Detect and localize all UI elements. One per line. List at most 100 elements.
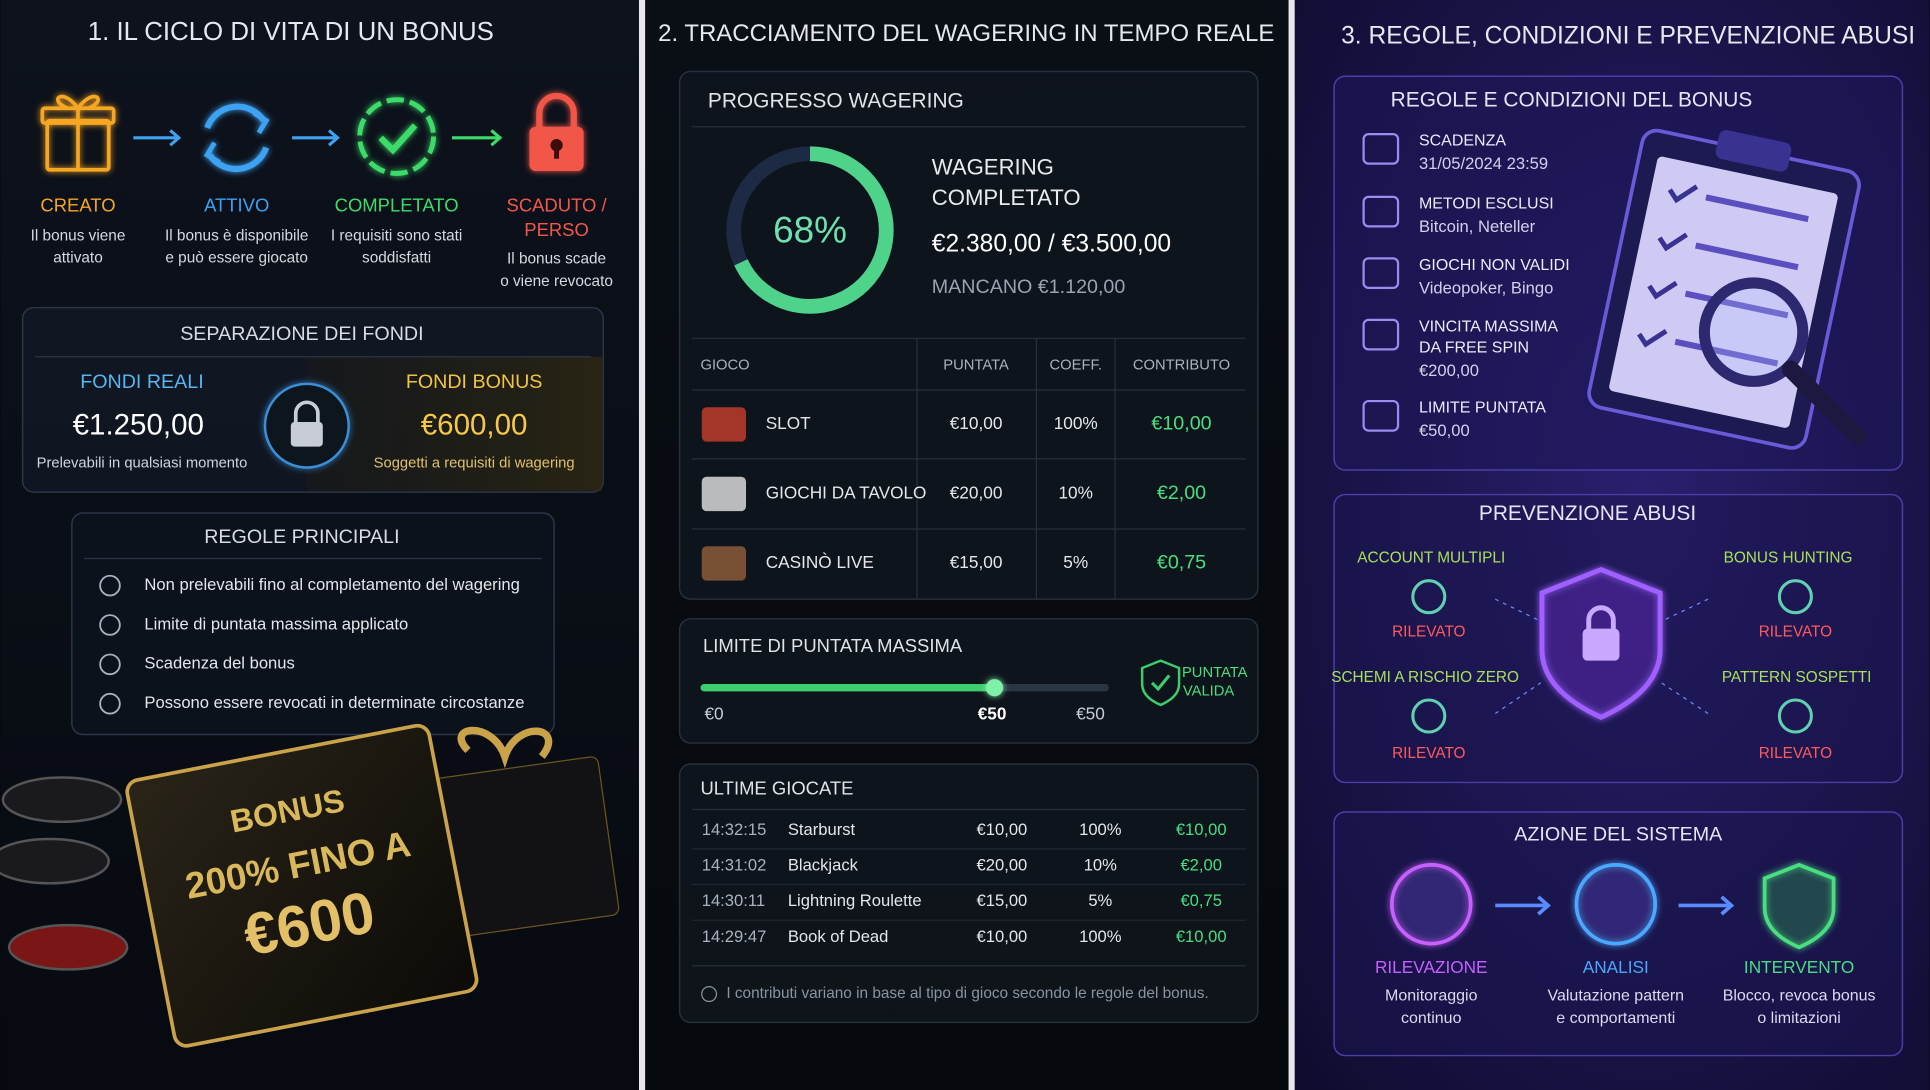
cond-value: €200,00 [1419, 361, 1479, 380]
table-header: COEFF. [1049, 357, 1101, 373]
step-icon [1574, 863, 1658, 946]
icon-cycle [203, 103, 270, 173]
recent-cell: Starburst [788, 820, 856, 839]
abuse-label: ACCOUNT MULTIPLI [1357, 550, 1505, 567]
table-cell: GIOCHI DA TAVOLO [766, 482, 927, 502]
step-description: Monitoraggio [1385, 988, 1478, 1005]
abuse-status: RILEVATO [1759, 623, 1832, 640]
cond-value: Bitcoin, Neteller [1419, 217, 1536, 236]
recent-cell: €2,00 [1180, 855, 1222, 874]
table-cell: 5% [1063, 552, 1088, 572]
table-cell: SLOT [766, 413, 811, 433]
step-description: I requisiti sono stati [331, 227, 462, 244]
lock-shackle [1586, 605, 1616, 630]
rule-icon [99, 614, 121, 636]
connector [1661, 598, 1709, 622]
rule-icon [99, 574, 121, 597]
rule-icon [99, 653, 121, 676]
recent-cell: 14:29:47 [702, 927, 767, 946]
card-title: AZIONE DEL SISTEMA [1514, 824, 1723, 846]
info-icon [701, 986, 718, 1003]
cond-label: GIOCHI NON VALIDI [1419, 257, 1570, 274]
recent-cell: €20,00 [977, 855, 1028, 874]
check [1667, 184, 1699, 204]
limit-card [678, 618, 1259, 744]
card-title: REGOLE E CONDIZIONI DEL BONUS [1391, 88, 1753, 111]
fund-amount: €600,00 [421, 409, 528, 442]
magnifier-handle [1781, 360, 1867, 446]
game-icon [701, 546, 747, 581]
divider [638, 0, 646, 1090]
step-description: continuo [1401, 1010, 1462, 1027]
status: WAGERING [932, 154, 1054, 179]
table-cell: 10% [1058, 482, 1092, 502]
arrow [292, 129, 340, 147]
amount: €2.380,00 / €3.500,00 [932, 230, 1171, 257]
step-icon [1762, 862, 1836, 950]
arrow [133, 129, 182, 147]
line [1674, 338, 1779, 367]
table-cell: €10,00 [1151, 413, 1211, 435]
step-label: ATTIVO [204, 195, 269, 216]
scale-label: €50 [978, 703, 1007, 723]
recent-cell: 10% [1084, 855, 1117, 874]
lock-body [290, 421, 323, 447]
cond-icon [1362, 132, 1400, 165]
cond-label: METODI ESCLUSI [1419, 195, 1554, 212]
recent-cell: €10,00 [977, 927, 1028, 946]
magnifier [1698, 277, 1809, 387]
panel-title: 3. REGOLE, CONDIZIONI E PREVENZIONE ABUS… [1341, 22, 1915, 49]
recent-cell: 14:30:11 [702, 891, 765, 910]
fund-note: Prelevabili in qualsiasi momento [37, 456, 248, 472]
abuse-icon [1777, 579, 1813, 615]
recent-cell: 14:31:02 [702, 855, 767, 874]
step-description: Il bonus scade [507, 251, 606, 268]
lock-body [1582, 628, 1620, 661]
card [125, 723, 479, 1048]
abuse-label: BONUS HUNTING [1724, 550, 1853, 567]
badge-shield [1140, 659, 1181, 707]
cond-label: DA FREE SPIN [1419, 339, 1529, 356]
table-header: CONTRIBUTO [1133, 357, 1230, 373]
card-title: PREVENZIONE ABUSI [1479, 502, 1696, 525]
step-description: e può essere giocato [165, 249, 308, 266]
line [1684, 290, 1789, 319]
table-cell: 100% [1054, 413, 1098, 433]
recent-cell: 5% [1088, 891, 1112, 910]
scale-label: €0 [704, 703, 723, 723]
recent-cell: €10,00 [1176, 820, 1227, 839]
abuse-icon [1777, 698, 1813, 734]
connector [1494, 682, 1542, 715]
cond-label: SCADENZA [1419, 133, 1506, 150]
recent-cell: €10,00 [1176, 927, 1227, 946]
recent-cell: 100% [1079, 820, 1122, 839]
table-cell: €10,00 [950, 413, 1003, 433]
arrow [451, 129, 503, 147]
step-description: o viene revocato [500, 273, 613, 290]
check [1647, 280, 1678, 300]
table-cell: €0,75 [1157, 552, 1206, 574]
cond-icon [1362, 195, 1400, 228]
chip [0, 837, 110, 885]
recent-cell: €15,00 [977, 891, 1028, 910]
check [1657, 232, 1688, 252]
step-icon [1390, 863, 1473, 946]
recent-cell: Blackjack [788, 855, 859, 874]
table-cell: €15,00 [950, 552, 1003, 572]
fund-title: FONDI BONUS [406, 371, 543, 393]
status: COMPLETATO [932, 185, 1081, 210]
card-title: LIMITE DI PUNTATA MASSIMA [703, 635, 963, 656]
table-cell: CASINÒ LIVE [766, 552, 874, 572]
cond-label: VINCITA MASSIMA [1419, 318, 1558, 335]
abuse-status: RILEVATO [1759, 745, 1832, 762]
step-description: Valutazione pattern [1548, 988, 1685, 1005]
game-icon [701, 407, 747, 442]
step-description: Il bonus è disponibile [165, 227, 308, 244]
recent-cell: €0,75 [1180, 891, 1222, 910]
badge: VALIDA [1183, 683, 1235, 699]
table-cell: €20,00 [950, 482, 1003, 502]
divider [1288, 0, 1295, 1090]
recent-cell: €10,00 [977, 820, 1028, 839]
cond-icon [1362, 399, 1400, 432]
